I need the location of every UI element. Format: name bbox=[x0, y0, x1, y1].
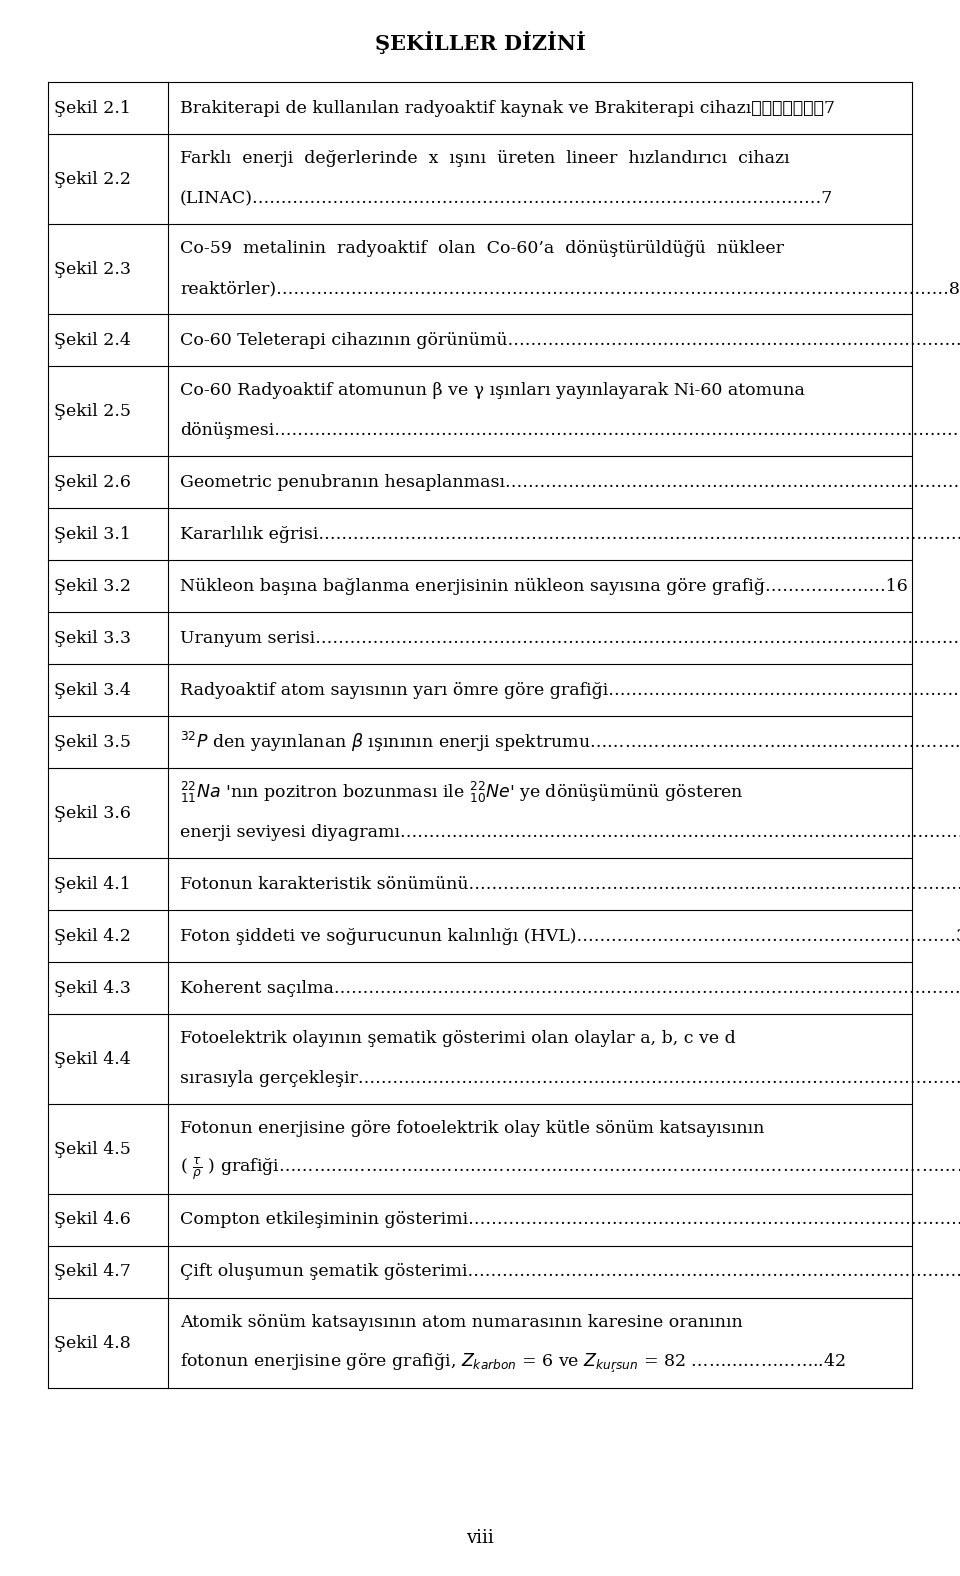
Text: Şekil 4.6: Şekil 4.6 bbox=[54, 1212, 131, 1229]
Text: Şekil 2.5: Şekil 2.5 bbox=[54, 402, 131, 419]
Text: Şekil 4.8: Şekil 4.8 bbox=[54, 1335, 131, 1352]
Text: enerji seviyesi diyagramı………………………………………………………………………………………………..24: enerji seviyesi diyagramı………………………………………… bbox=[180, 824, 960, 842]
Text: Şekil 2.4: Şekil 2.4 bbox=[54, 331, 131, 348]
Text: Farklı  enerji  değerlerinde  x  ışını  üreten  lineer  hızlandırıcı  cihazı: Farklı enerji değerlerinde x ışını ürete… bbox=[180, 150, 790, 167]
Text: Şekil 4.4: Şekil 4.4 bbox=[54, 1051, 131, 1067]
Text: Şekil 4.7: Şekil 4.7 bbox=[54, 1264, 131, 1280]
Text: Şekil 3.6: Şekil 3.6 bbox=[54, 804, 131, 821]
Text: Co-60 Radyoaktif atomunun β ve γ ışınları yayınlayarak Ni-60 atomuna: Co-60 Radyoaktif atomunun β ve γ ışınlar… bbox=[180, 381, 804, 399]
Text: fotonun enerjisine göre grafiği, $Z_{karbon}$ = 6 ve $Z_{kur\c{s}un}$ = 82 ……………: fotonun enerjisine göre grafiği, $Z_{kar… bbox=[180, 1351, 846, 1374]
Text: viii: viii bbox=[467, 1529, 493, 1548]
Text: Şekil 2.2: Şekil 2.2 bbox=[54, 170, 131, 188]
Text: Uranyum serisi………………………………………………………………………………………………………………17: Uranyum serisi……………………………………………………………………… bbox=[180, 629, 960, 646]
Text: Şekil 4.2: Şekil 4.2 bbox=[54, 928, 131, 944]
Text: Koherent saçılma…………………………………………………………………………………………………………………33: Koherent saçılma………………………………………………………………… bbox=[180, 980, 960, 996]
Text: Şekil 3.5: Şekil 3.5 bbox=[54, 733, 131, 750]
Text: Şekil 4.3: Şekil 4.3 bbox=[54, 980, 131, 996]
Text: Fotonun karakteristik sönümünü………………………………….……………………………………………29: Fotonun karakteristik sönümünü…………………………… bbox=[180, 876, 960, 892]
Text: Şekil 3.2: Şekil 3.2 bbox=[54, 577, 131, 594]
Text: Brakiterapi de kullanılan radyoaktif kaynak ve Brakiterapi cihazı⋯⋯⋯⋯⋯⋯⋯7: Brakiterapi de kullanılan radyoaktif kay… bbox=[180, 99, 835, 117]
Text: Şekil 3.4: Şekil 3.4 bbox=[54, 681, 131, 698]
Text: Geometric penubranın hesaplanması…………………………………………………………………………...12: Geometric penubranın hesaplanması…………………… bbox=[180, 473, 960, 490]
Text: reaktörler)………………………………………………………………………………………………………8: reaktörler)……………………………………………………………………………… bbox=[180, 281, 960, 298]
Text: Şekil 2.3: Şekil 2.3 bbox=[54, 260, 131, 277]
Text: Şekil 3.3: Şekil 3.3 bbox=[54, 629, 131, 646]
Text: ( $\frac{\tau}{\rho}$ ) grafiği…………………………………………………………………………………………………………….35: ( $\frac{\tau}{\rho}$ ) grafiği………………………… bbox=[180, 1155, 960, 1182]
Text: Şekil 4.5: Şekil 4.5 bbox=[54, 1141, 131, 1157]
Text: Radyoaktif atom sayısının yarı ömre göre grafiği……………………………………………………..19: Radyoaktif atom sayısının yarı ömre göre… bbox=[180, 681, 960, 698]
Text: Atomik sönüm katsayısının atom numarasının karesine oranının: Atomik sönüm katsayısının atom numarasın… bbox=[180, 1314, 743, 1330]
Text: Kararlılık eğrisi…………………………………………………………………………………………………………………15: Kararlılık eğrisi……………………………………………………………… bbox=[180, 525, 960, 542]
Text: ŞEKİLLER DİZİNİ: ŞEKİLLER DİZİNİ bbox=[374, 30, 586, 54]
Text: $^{32}P$ den yayınlanan $\beta$ ışınının enerji spektrumu………………………………………………………..: $^{32}P$ den yayınlanan $\beta$ ışınının… bbox=[180, 730, 960, 753]
Text: Şekil 2.1: Şekil 2.1 bbox=[54, 99, 131, 117]
Text: Çift oluşumun şematik gösterimi……………………………………………………………………………………41: Çift oluşumun şematik gösterimi………………………… bbox=[180, 1264, 960, 1280]
Text: Compton etkileşiminin gösterimi……………………………………………………………………………………37: Compton etkileşiminin gösterimi………………………… bbox=[180, 1212, 960, 1229]
Text: dönüşmesi……………………………………………………………………………………………………………...………10: dönüşmesi…………………………………………………………………………………… bbox=[180, 422, 960, 440]
Text: Co-60 Teleterapi cihazının görünümü……………………………………………………………………...9: Co-60 Teleterapi cihazının görünümü……………… bbox=[180, 331, 960, 348]
Text: Şekil 2.6: Şekil 2.6 bbox=[54, 473, 131, 490]
Text: Nükleon başına bağlanma enerjisinin nükleon sayısına göre grafiğ…………………16: Nükleon başına bağlanma enerjisinin nükl… bbox=[180, 577, 908, 594]
Text: (LINAC)………………………………………………………………………………………7: (LINAC)………………………………………………………………………………………… bbox=[180, 191, 833, 208]
Text: Şekil 3.1: Şekil 3.1 bbox=[54, 525, 131, 542]
Text: Co-59  metalinin  radyoaktif  olan  Co-60’a  dönüştürüldüğü  nükleer: Co-59 metalinin radyoaktif olan Co-60’a … bbox=[180, 240, 784, 257]
Text: Şekil 4.1: Şekil 4.1 bbox=[54, 876, 131, 892]
Text: Fotonun enerjisine göre fotoelektrik olay kütle sönüm katsayısının: Fotonun enerjisine göre fotoelektrik ola… bbox=[180, 1121, 764, 1136]
Text: Fotoelektrik olayının şematik gösterimi olan olaylar a, b, c ve d: Fotoelektrik olayının şematik gösterimi … bbox=[180, 1029, 735, 1046]
Text: Foton şiddeti ve soğurucunun kalınlığı (HVL)…………………………………………………………30: Foton şiddeti ve soğurucunun kalınlığı (… bbox=[180, 928, 960, 944]
Text: $^{22}_{11}Na$ 'nın pozitron bozunması ile $^{22}_{10}Ne$' ye dönüşümünü göstere: $^{22}_{11}Na$ 'nın pozitron bozunması i… bbox=[180, 780, 744, 805]
Text: sırasıyla gerçekleşir…………………………………………………………………………………………………...34: sırasıyla gerçekleşir…………………………………………………… bbox=[180, 1070, 960, 1087]
